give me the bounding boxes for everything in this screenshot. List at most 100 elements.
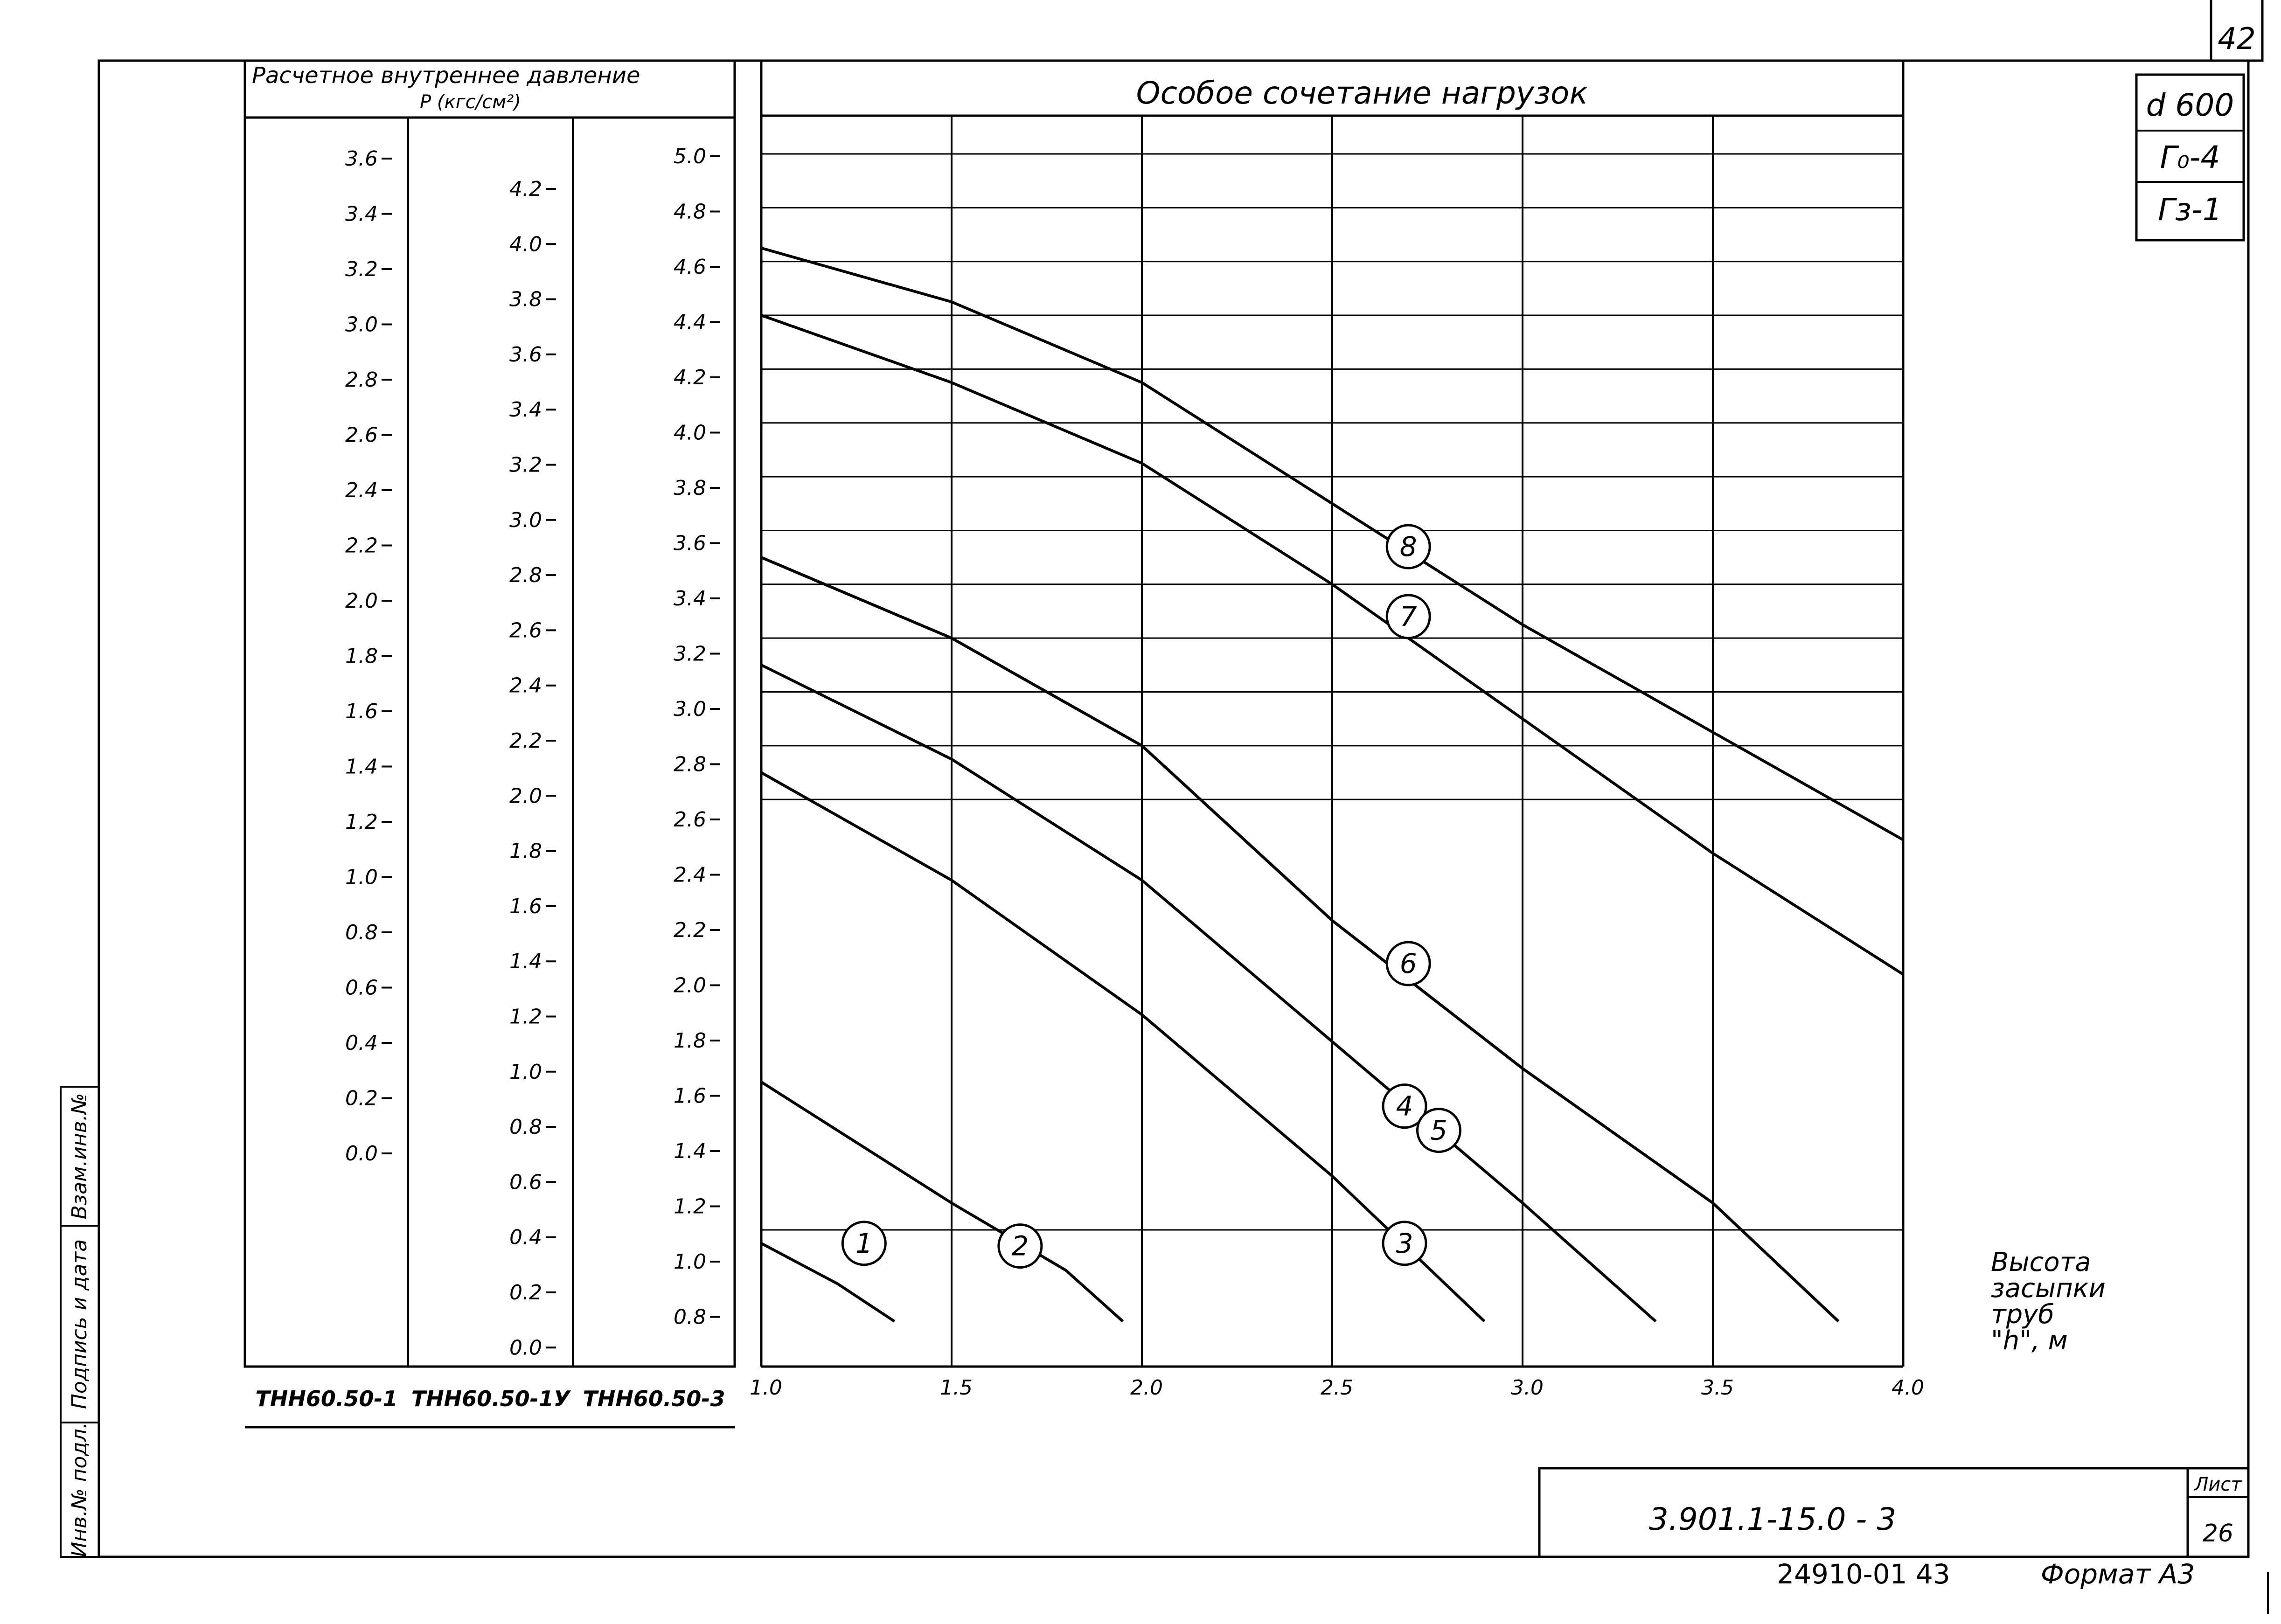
pressure-tick-label: 2.4	[345, 479, 378, 502]
series-marker-2	[997, 1223, 1043, 1269]
page-number-box: 42	[2210, 0, 2264, 62]
series-marker-4	[1382, 1083, 1427, 1129]
pressure-tick-label: 2.2	[345, 534, 378, 558]
pressure-tick-label: 1.6	[345, 700, 378, 723]
series-marker-3	[1382, 1221, 1427, 1266]
outer-frame	[97, 59, 2250, 1558]
pressure-tick-label: 0.4	[345, 1031, 378, 1055]
series-line-2	[760, 1081, 1124, 1323]
pressure-tick-label: 1.8	[674, 1029, 706, 1053]
series-marker-8	[1385, 524, 1431, 569]
pressure-tick-label: 4.0	[509, 232, 542, 256]
chart-series-labels: 1 2 3 45 6 7 8	[841, 524, 1461, 1269]
pressure-tick-label: 2.2	[674, 918, 706, 942]
pressure-tick-label: 0.2	[509, 1281, 542, 1305]
pressure-tick-label: 2.8	[509, 563, 542, 587]
pressure-tick-label: 1.2	[345, 810, 378, 834]
x-tick-label: 1.0	[750, 1376, 782, 1400]
series-label-4: 4	[1396, 1090, 1413, 1122]
pressure-tick-label: 0.0	[509, 1336, 542, 1360]
chart-grid	[761, 116, 1903, 1367]
pressure-tick-label: 1.8	[509, 840, 542, 863]
pressure-tick-label: 0.8	[674, 1305, 706, 1329]
pressure-tick-label: 1.2	[509, 1005, 542, 1029]
footer-code: 24910-01 43	[1777, 1558, 1950, 1590]
pressure-column-label-1: ТНН60.50-1	[256, 1386, 398, 1411]
pressure-tick-label: 1.4	[509, 950, 542, 973]
pressure-tick-label: 2.4	[674, 863, 706, 887]
pressure-tick-label: 1.4	[674, 1139, 706, 1163]
series-line-5	[760, 556, 1840, 1323]
pressure-tick-label: 1.8	[345, 645, 378, 668]
side-box-diameter: d 600	[2146, 87, 2234, 123]
pressure-tick-label: 3.0	[345, 313, 378, 337]
pressure-tick-label: 4.2	[674, 366, 706, 389]
pressure-tick-label: 2.0	[674, 974, 706, 998]
series-marker-7	[1385, 594, 1431, 639]
pressure-tick-label: 2.6	[345, 423, 378, 447]
pressure-tick-label: 2.0	[509, 784, 542, 808]
pressure-tick-label: 0.0	[345, 1142, 378, 1166]
pressure-tick-label: 3.0	[509, 508, 542, 532]
format-label: Формат А3	[2041, 1558, 2195, 1590]
chart-title: Особое сочетание нагрузок	[1136, 75, 1588, 111]
pressure-tick-label: 4.0	[674, 421, 706, 445]
pressure-tick-label: 0.6	[509, 1170, 542, 1194]
pressure-column-label-2: ТНН60.50-1У	[411, 1386, 571, 1411]
pressure-tick-label: 4.2	[509, 177, 542, 201]
pressure-tick-label: 2.4	[509, 674, 542, 698]
pressure-tick-label: 0.6	[345, 976, 378, 1000]
pressure-tick-label: 3.8	[674, 476, 706, 500]
title-block: 3.901.1-15.0 - 3 Лист 26	[1538, 1467, 2248, 1557]
pressure-tick-label: 1.6	[509, 895, 542, 918]
x-tick-label: 3.0	[1511, 1376, 1544, 1400]
pressure-tick-label: 3.4	[674, 587, 706, 611]
series-line-7	[761, 314, 1904, 976]
pressure-tick-label: 5.0	[674, 145, 706, 168]
pressure-tick-label: 2.2	[509, 729, 542, 753]
x-tick-label: 2.0	[1130, 1376, 1163, 1400]
series-label-1: 1	[855, 1228, 873, 1259]
series-label-2: 2	[1011, 1230, 1029, 1262]
left-margin-stamp: Взам.инв.№ Подпись и дата Инв.№ подл.	[60, 1086, 100, 1558]
series-label-3: 3	[1396, 1228, 1413, 1259]
pressure-title: Расчетное внутреннее давление	[252, 62, 640, 89]
pressure-tick-label: 1.6	[674, 1084, 706, 1108]
pressure-tick-label: 3.6	[509, 343, 542, 367]
pressure-tick-label: 1.4	[345, 755, 378, 779]
x-tick-label: 1.5	[940, 1376, 973, 1400]
pressure-tick-label: 4.8	[674, 200, 706, 224]
margin-label-inventory: Инв.№ подл.	[68, 1422, 91, 1557]
pressure-tick-label: 3.2	[674, 642, 706, 666]
series-line-3	[760, 771, 1486, 1323]
sheet-label: Лист	[2193, 1474, 2242, 1495]
chart-x-ticks: 1.0 1.5 2.0 2.5 3.0 3.5 4.0	[750, 1376, 1924, 1400]
pressure-tick-label: 2.0	[345, 589, 378, 613]
pressure-tick-label: 3.4	[345, 202, 378, 226]
pressure-tick-label: 0.4	[509, 1226, 542, 1249]
pressure-tick-label: 1.0	[674, 1250, 706, 1274]
series-label-7: 7	[1400, 601, 1417, 632]
side-box-g3: Гз-1	[2158, 192, 2222, 228]
pressure-tick-label: 3.4	[509, 398, 542, 422]
x-axis-label-line-4: "h", м	[1991, 1326, 2068, 1356]
pressure-tick-label: 3.0	[674, 697, 706, 721]
pressure-tick-label: 0.2	[345, 1087, 378, 1110]
pressure-tick-label: 1.2	[674, 1195, 706, 1219]
pressure-tick-label: 1.0	[509, 1060, 542, 1084]
margin-label-replace: Взам.инв.№	[68, 1093, 91, 1220]
pressure-tick-columns: 3.6 3.4 3.2 3.0 2.8 2.6 2.4 2.2 2.0 1.8 1.6 1.4 1.2 1…	[345, 145, 720, 1360]
pressure-tick-label: 1.0	[345, 866, 378, 889]
sheet-number: 26	[2203, 1520, 2233, 1548]
pressure-tick-label: 0.8	[509, 1115, 542, 1139]
pressure-tick-label: 3.6	[674, 532, 706, 555]
x-tick-label: 2.5	[1321, 1376, 1353, 1400]
side-box: d 600 Г₀-4 Гз-1	[2135, 73, 2245, 242]
series-label-8: 8	[1400, 531, 1417, 562]
pressure-tick-label: 0.8	[345, 921, 378, 944]
pressure-tick-label: 2.8	[674, 753, 706, 777]
pressure-tick-label: 4.4	[674, 311, 706, 334]
page-number: 42	[2218, 22, 2255, 56]
